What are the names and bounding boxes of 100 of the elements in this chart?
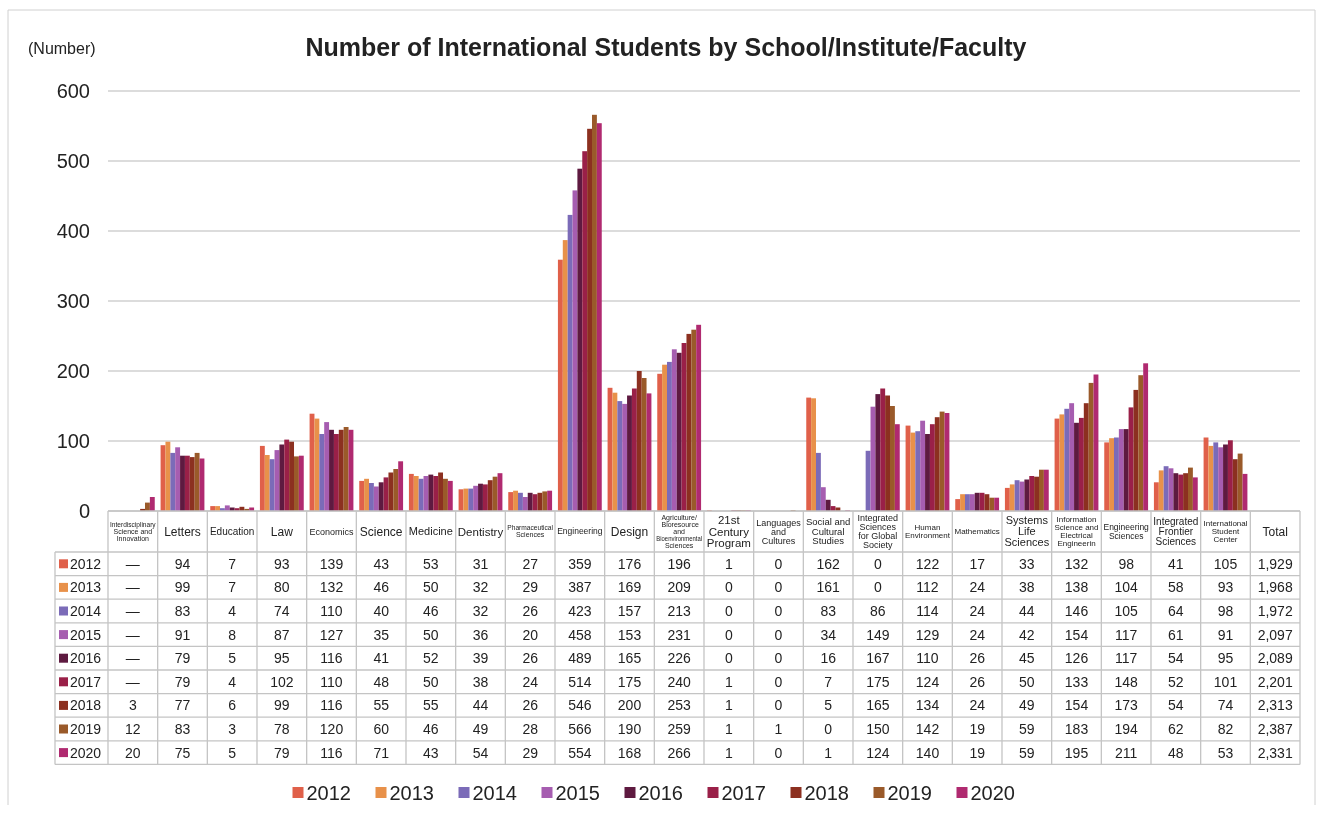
data-label: 165 — [866, 697, 890, 714]
data-label: 50 — [1019, 673, 1035, 690]
data-label: 139 — [319, 555, 344, 572]
data-label: 95 — [274, 650, 290, 667]
data-label: 46 — [373, 579, 390, 596]
data-label: 110 — [916, 650, 939, 667]
data-label: 19 — [969, 721, 986, 737]
data-label: 26 — [969, 673, 986, 690]
data-label: 49 — [1019, 697, 1035, 714]
data-label: 153 — [617, 626, 642, 643]
data-label: 59 — [1019, 721, 1035, 737]
data-label: 79 — [174, 650, 191, 667]
legend-label: 2020 — [70, 744, 102, 761]
data-label: 91 — [1217, 626, 1234, 643]
data-label: 77 — [174, 697, 191, 714]
data-label: 44 — [1019, 603, 1035, 619]
x-tick-label: Mathematics — [954, 527, 1000, 537]
y-tick-label: 500 — [56, 149, 90, 172]
data-label: 49 — [472, 721, 489, 737]
data-label: 94 — [174, 555, 191, 572]
data-label: 74 — [274, 603, 290, 619]
text: 2017 — [721, 782, 766, 804]
y-tick-label: 400 — [56, 219, 90, 242]
y-tick-label: 200 — [56, 359, 90, 382]
data-label: 83 — [174, 603, 191, 619]
data-label: 24 — [969, 579, 986, 596]
data-label: 0 — [724, 626, 733, 643]
data-label: 26 — [522, 603, 539, 619]
text: 2,313 — [1257, 697, 1293, 714]
data-label: 240 — [667, 673, 692, 690]
data-label: 17 — [969, 555, 986, 572]
data-label: 134 — [915, 697, 940, 714]
data-label: 52 — [1168, 673, 1184, 690]
data-label: 16 — [820, 650, 837, 667]
text: 2,331 — [1257, 744, 1293, 761]
data-label: 175 — [866, 673, 890, 690]
data-label: 1 — [774, 721, 783, 737]
data-label: 213 — [667, 603, 692, 619]
data-label: 112 — [916, 579, 939, 596]
legend-label: 2018 — [70, 697, 102, 714]
data-label: 50 — [423, 579, 439, 596]
data-label: 554 — [568, 744, 592, 761]
data-label: 54 — [1168, 650, 1184, 667]
legend-label: 2013 — [70, 579, 102, 596]
data-label: 149 — [866, 626, 890, 643]
data-label: 6 — [228, 697, 237, 714]
data-label: 41 — [1168, 555, 1184, 572]
legend-label: 2012 — [70, 555, 102, 572]
y-tick-label: 100 — [56, 429, 90, 452]
data-label: 0 — [873, 555, 882, 572]
x-tick-label: Dentistry — [457, 525, 504, 538]
data-label: 132 — [1064, 555, 1089, 572]
data-label: 95 — [1217, 650, 1234, 667]
data-label: 169 — [617, 579, 642, 596]
data-label: 110 — [320, 603, 343, 619]
data-label: 29 — [522, 744, 539, 761]
data-label: 104 — [1114, 579, 1139, 596]
data-label: 0 — [774, 626, 783, 643]
x-tick-label: Social and Cultural Studies — [805, 516, 851, 547]
data-label: 173 — [1114, 697, 1139, 714]
x-tick-label: Law — [270, 524, 294, 539]
data-label: 43 — [423, 744, 439, 761]
data-label: 133 — [1064, 673, 1089, 690]
data-label: 122 — [915, 555, 940, 572]
legend-label: 2016 — [70, 650, 102, 667]
data-label: 0 — [774, 697, 783, 714]
data-label: 175 — [617, 673, 642, 690]
data-label: 4 — [228, 603, 237, 619]
data-label: 60 — [373, 721, 390, 737]
data-label: 1 — [724, 697, 733, 714]
x-tick-label: Languages and Cultures — [756, 517, 802, 546]
data-label: 0 — [873, 579, 882, 596]
data-label: 43 — [373, 555, 390, 572]
data-label: 55 — [423, 697, 439, 714]
x-tick-label: Education — [209, 526, 255, 537]
data-label: 78 — [274, 721, 290, 737]
x-tick-label: Systems Life Sciences — [1004, 514, 1050, 549]
data-label: 36 — [472, 626, 489, 643]
data-label: 138 — [1064, 579, 1089, 596]
data-label: 19 — [969, 744, 986, 761]
text: — — [125, 673, 140, 690]
data-label: 1 — [724, 673, 733, 690]
data-label: 157 — [617, 603, 642, 619]
data-label: 20 — [522, 626, 539, 643]
data-label: 32 — [472, 603, 489, 619]
data-label: 61 — [1168, 626, 1184, 643]
data-label: 28 — [522, 721, 539, 737]
text: 1,968 — [1257, 579, 1293, 596]
data-label: 150 — [866, 721, 890, 737]
text: 2,089 — [1257, 650, 1293, 667]
text: 2,201 — [1257, 673, 1293, 690]
text: 1,972 — [1257, 603, 1293, 619]
data-label: 458 — [568, 626, 592, 643]
data-label: 46 — [423, 721, 439, 737]
data-label: 79 — [274, 744, 290, 761]
data-label: 114 — [916, 603, 939, 619]
x-tick-label: 21st Century Program — [706, 514, 751, 550]
data-label: 24 — [969, 626, 986, 643]
data-label: 99 — [174, 579, 191, 596]
data-label: 8 — [228, 626, 237, 643]
